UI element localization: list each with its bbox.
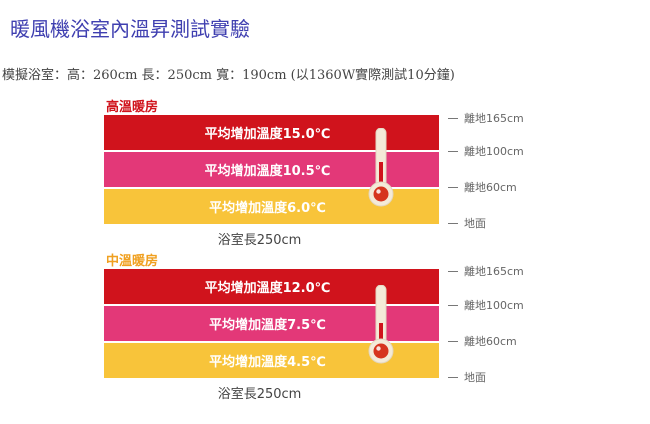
tick-mark (448, 304, 458, 306)
tick-mark (448, 150, 458, 152)
room-length-caption: 浴室長250cm (217, 387, 302, 402)
level-marker: 地面 (448, 216, 486, 230)
level-marker: 離地165cm (448, 264, 524, 278)
band-label: 平均增加溫度10.5℃ (204, 164, 331, 179)
tick-mark (448, 340, 458, 342)
level-marker: 離地60cm (448, 334, 517, 348)
tick-mark (448, 222, 458, 224)
band-label: 平均增加溫度15.0℃ (204, 127, 331, 142)
tick-mark (448, 117, 458, 119)
level-label: 離地165cm (464, 265, 524, 278)
thermometer-icon (368, 285, 394, 364)
thermometer-icon (368, 128, 394, 207)
level-marker: 離地100cm (448, 298, 524, 312)
level-label: 離地60cm (464, 181, 517, 194)
medium-heat-heading: 中溫暖房 (106, 254, 159, 269)
level-label: 離地60cm (464, 335, 517, 348)
level-marker: 離地60cm (448, 180, 517, 194)
level-marker: 地面 (448, 370, 486, 384)
level-label: 離地100cm (464, 299, 524, 312)
band-bottom: 平均增加溫度6.0℃ (104, 189, 439, 224)
level-label: 離地165cm (464, 112, 524, 125)
band-label: 平均增加溫度4.5℃ (209, 355, 326, 370)
page-title: 暖風機浴室內溫昇測試實驗 (10, 17, 250, 41)
tick-mark (448, 270, 458, 272)
level-label: 地面 (464, 371, 486, 384)
level-label: 地面 (464, 217, 486, 230)
medium-heat-group: 中溫暖房 平均增加溫度12.0℃ 平均增加溫度7.5℃ 平均增加溫度4.5℃ 離… (104, 249, 564, 414)
high-heat-group: 高溫暖房 平均增加溫度15.0℃ 平均增加溫度10.5℃ 平均增加溫度6.0℃ … (104, 95, 564, 255)
high-heat-heading: 高溫暖房 (106, 100, 159, 115)
test-conditions: 模擬浴室：高：260cm 長：250cm 寬：190cm (以1360W實際測試… (2, 68, 455, 83)
band-label: 平均增加溫度7.5℃ (209, 318, 326, 333)
room-length-caption: 浴室長250cm (217, 233, 302, 248)
level-label: 離地100cm (464, 145, 524, 158)
level-marker: 離地165cm (448, 111, 524, 125)
level-marker: 離地100cm (448, 144, 524, 158)
band-label: 平均增加溫度12.0℃ (204, 281, 331, 296)
tick-mark (448, 376, 458, 378)
tick-mark (448, 186, 458, 188)
band-label: 平均增加溫度6.0℃ (209, 201, 326, 216)
